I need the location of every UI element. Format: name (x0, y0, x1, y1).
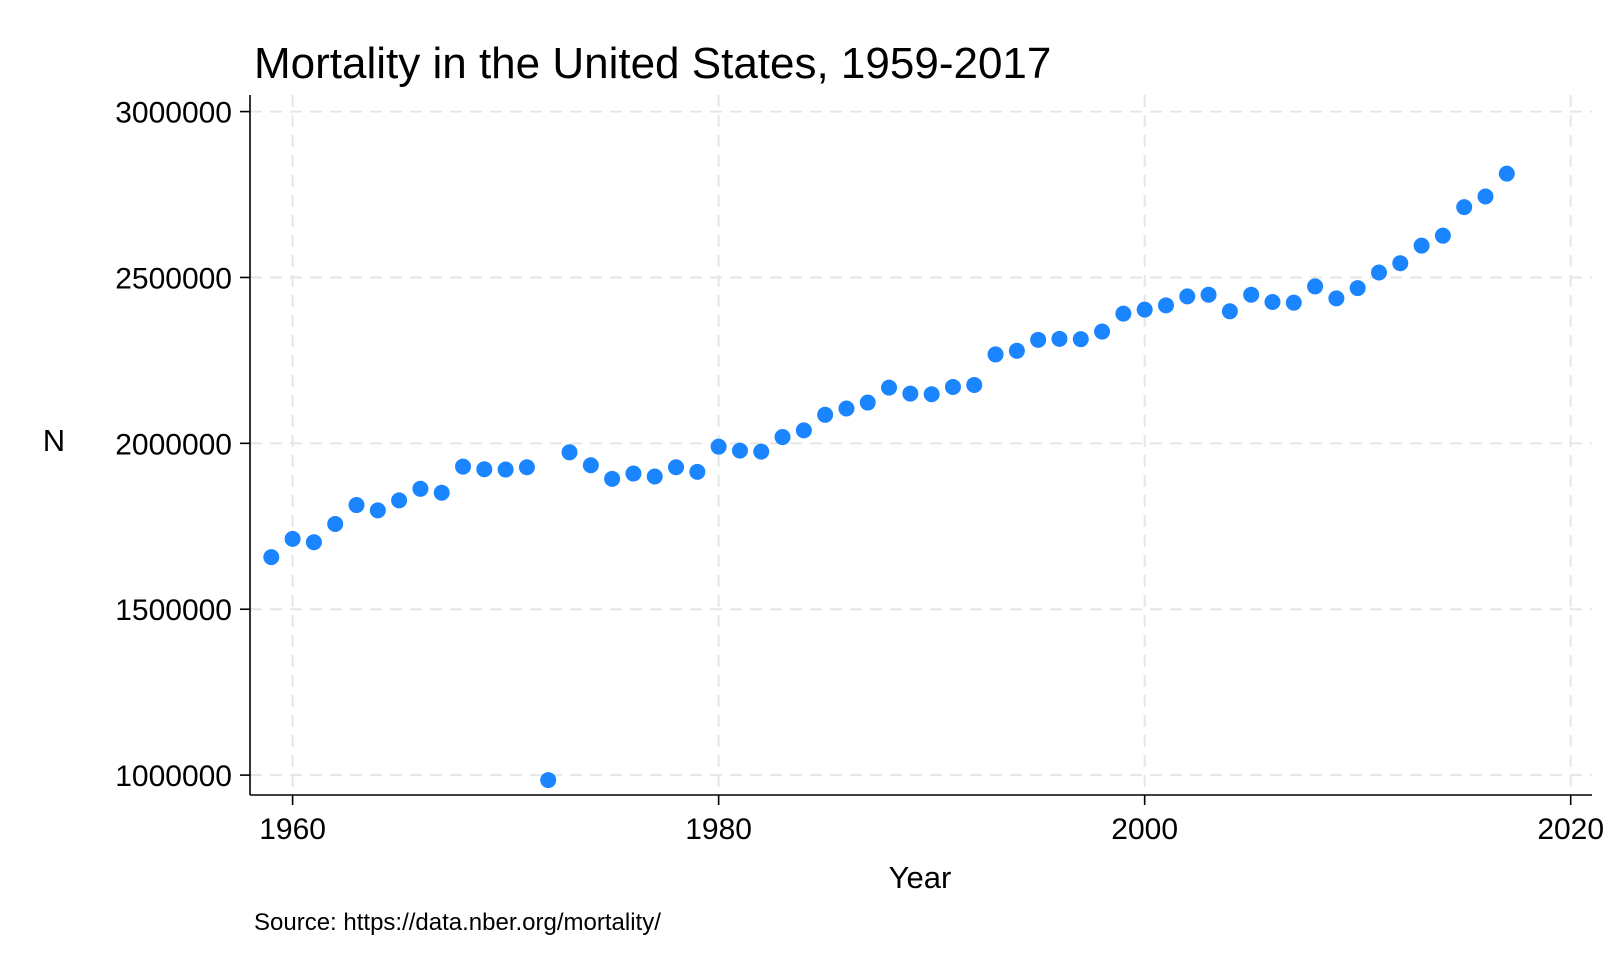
axes-layer: 1000000 1500000 2000000 2500000 3000000 1960 1… (115, 95, 1604, 846)
y-tick-label: 1500000 (115, 594, 232, 627)
data-point (1008, 342, 1025, 359)
data-point (1370, 264, 1387, 281)
data-point (263, 549, 280, 566)
data-point (795, 422, 812, 439)
x-tick-label: 1980 (685, 813, 752, 846)
data-point (433, 484, 450, 501)
data-point (625, 465, 642, 482)
data-point (1477, 188, 1494, 205)
data-point (1221, 303, 1238, 320)
data-point (327, 515, 344, 532)
data-point (1136, 301, 1153, 318)
data-point (753, 443, 770, 460)
data-point (391, 492, 408, 509)
data-point (284, 530, 301, 547)
data-point (902, 385, 919, 402)
data-point (1051, 330, 1068, 347)
data-point (455, 458, 472, 475)
data-point (1307, 278, 1324, 295)
x-axis-label: Year (889, 860, 952, 895)
data-point (1030, 331, 1047, 348)
grid-layer (250, 95, 1592, 795)
x-tick-label: 1960 (259, 813, 326, 846)
chart-title: Mortality in the United States, 1959-201… (254, 39, 1051, 88)
data-point (561, 444, 578, 461)
data-point (859, 394, 876, 411)
data-point (1285, 294, 1302, 311)
y-tick-label: 2000000 (115, 428, 232, 461)
data-point (1264, 294, 1281, 311)
data-point (1456, 199, 1473, 216)
data-point (838, 400, 855, 417)
data-point (817, 406, 834, 423)
data-point (348, 497, 365, 514)
data-point (668, 459, 685, 476)
source-note: Source: https://data.nber.org/mortality/ (254, 909, 661, 936)
data-point (646, 468, 663, 485)
data-point (1243, 286, 1260, 303)
y-tick-label: 1000000 (115, 760, 232, 793)
data-point (966, 376, 983, 393)
data-point (710, 438, 727, 455)
y-axis-label: N (43, 423, 65, 458)
data-point (774, 429, 791, 446)
data-point (582, 457, 599, 474)
data-point (923, 386, 940, 403)
data-point (731, 442, 748, 459)
data-point (1328, 290, 1345, 307)
y-tick-label: 2500000 (115, 262, 232, 295)
data-point (689, 463, 706, 480)
data-point (1349, 280, 1366, 297)
data-point (412, 480, 429, 497)
y-tick-label: 3000000 (115, 97, 232, 130)
data-point (1392, 255, 1409, 272)
x-tick-label: 2020 (1537, 813, 1604, 846)
data-point (476, 461, 493, 478)
data-point (881, 379, 898, 396)
data-point (987, 346, 1004, 363)
data-point (944, 378, 961, 395)
data-point (1115, 305, 1132, 322)
data-point (540, 772, 557, 789)
x-tick-label: 2000 (1111, 813, 1178, 846)
data-point (1413, 237, 1430, 254)
data-point (1157, 297, 1174, 314)
data-point (1072, 331, 1089, 348)
data-point (604, 470, 621, 487)
data-point (1094, 323, 1111, 340)
data-point (1179, 288, 1196, 305)
data-point (1434, 227, 1451, 244)
data-point (497, 461, 514, 478)
data-point (518, 459, 535, 476)
data-point (1498, 165, 1515, 182)
data-point (305, 534, 322, 551)
data-point (1200, 286, 1217, 303)
points-layer (263, 165, 1515, 789)
data-point (369, 502, 386, 519)
